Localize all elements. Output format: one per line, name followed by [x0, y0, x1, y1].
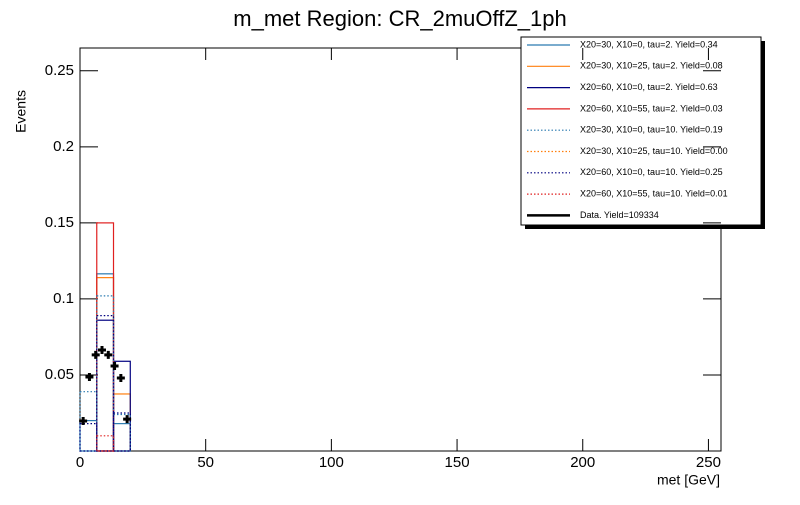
- legend-label: X20=60, X10=0, tau=2. Yield=0.63: [580, 82, 718, 92]
- x-tick-label: 0: [76, 454, 84, 471]
- histogram-bin: [112, 412, 131, 452]
- legend-label: X20=60, X10=0, tau=10. Yield=0.25: [580, 167, 723, 177]
- data-point: [123, 415, 132, 424]
- data-point: [104, 350, 113, 359]
- x-tick-label: 150: [445, 454, 470, 471]
- legend-box: [520, 36, 762, 226]
- chart-title: m_met Region: CR_2muOffZ_1ph: [233, 6, 566, 31]
- y-tick-label: 0.05: [45, 366, 74, 383]
- x-tick-label: 100: [319, 454, 344, 471]
- histogram-bin: [79, 423, 98, 452]
- legend-label: X20=30, X10=0, tau=10. Yield=0.19: [580, 125, 723, 135]
- y-axis-label: Events: [13, 90, 29, 133]
- histogram-bin: [96, 222, 115, 452]
- legend-label: Data. Yield=109334: [580, 210, 659, 220]
- legend-label: X20=30, X10=25, tau=2. Yield=0.08: [580, 61, 723, 71]
- plot-frame: [79, 47, 722, 452]
- data-point: [85, 372, 94, 381]
- data-point: [79, 417, 88, 426]
- x-tick-label: 250: [696, 454, 721, 471]
- data-point: [91, 350, 100, 359]
- y-tick-label: 0.2: [53, 138, 74, 155]
- x-tick-label: 50: [197, 454, 214, 471]
- x-tick-label: 200: [570, 454, 595, 471]
- data-point: [110, 361, 119, 370]
- y-tick-label: 0.15: [45, 214, 74, 231]
- legend-label: X20=30, X10=0, tau=2. Yield=0.34: [580, 39, 718, 49]
- legend-label: X20=60, X10=55, tau=10. Yield=0.01: [580, 188, 728, 198]
- legend-label: X20=60, X10=55, tau=2. Yield=0.03: [580, 103, 723, 113]
- legend-label: X20=30, X10=25, tau=10. Yield=0.00: [580, 146, 728, 156]
- data-point: [97, 346, 106, 355]
- histogram-bin: [96, 435, 115, 452]
- y-tick-label: 0.1: [53, 290, 74, 307]
- x-axis-label: met [GeV]: [657, 472, 720, 488]
- y-tick-label: 0.25: [45, 62, 74, 79]
- histogram-bin: [96, 315, 115, 452]
- data-point: [116, 374, 125, 383]
